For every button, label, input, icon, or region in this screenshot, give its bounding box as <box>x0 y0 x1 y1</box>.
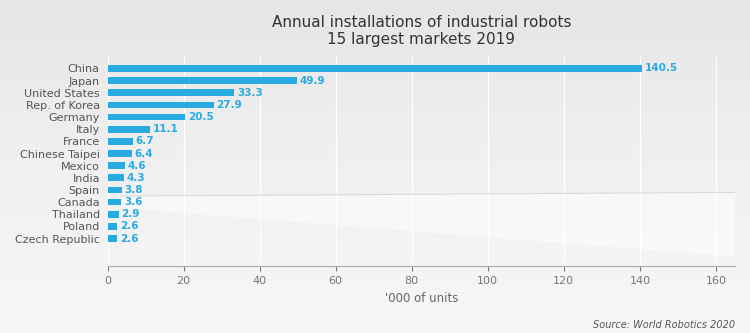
Text: 2.6: 2.6 <box>120 233 139 243</box>
Text: 140.5: 140.5 <box>644 64 677 74</box>
Bar <box>107 89 234 96</box>
Text: 6.4: 6.4 <box>134 149 153 159</box>
Text: 3.6: 3.6 <box>124 197 142 207</box>
Bar <box>107 211 118 218</box>
Text: 3.8: 3.8 <box>124 185 143 195</box>
Text: 20.5: 20.5 <box>188 112 214 122</box>
Bar <box>107 223 118 230</box>
Text: 11.1: 11.1 <box>152 124 178 134</box>
Bar <box>107 150 132 157</box>
Text: 49.9: 49.9 <box>300 76 326 86</box>
Text: 4.3: 4.3 <box>127 173 146 183</box>
X-axis label: '000 of units: '000 of units <box>385 292 458 305</box>
Bar <box>107 77 297 84</box>
Title: Annual installations of industrial robots
15 largest markets 2019: Annual installations of industrial robot… <box>272 15 571 47</box>
Text: Source: World Robotics 2020: Source: World Robotics 2020 <box>592 320 735 330</box>
Bar <box>107 126 150 133</box>
Text: 2.9: 2.9 <box>122 209 140 219</box>
Text: 27.9: 27.9 <box>216 100 242 110</box>
Bar <box>107 199 122 205</box>
Bar <box>107 138 133 145</box>
Polygon shape <box>122 192 735 257</box>
Bar <box>107 102 214 108</box>
Text: 2.6: 2.6 <box>120 221 139 231</box>
Bar <box>107 162 125 169</box>
Text: 6.7: 6.7 <box>136 136 154 147</box>
Bar <box>107 235 118 242</box>
Text: 33.3: 33.3 <box>237 88 262 98</box>
Text: 4.6: 4.6 <box>128 161 146 171</box>
Bar <box>107 114 185 121</box>
Bar <box>107 186 122 193</box>
Bar <box>107 174 124 181</box>
Bar <box>107 65 642 72</box>
